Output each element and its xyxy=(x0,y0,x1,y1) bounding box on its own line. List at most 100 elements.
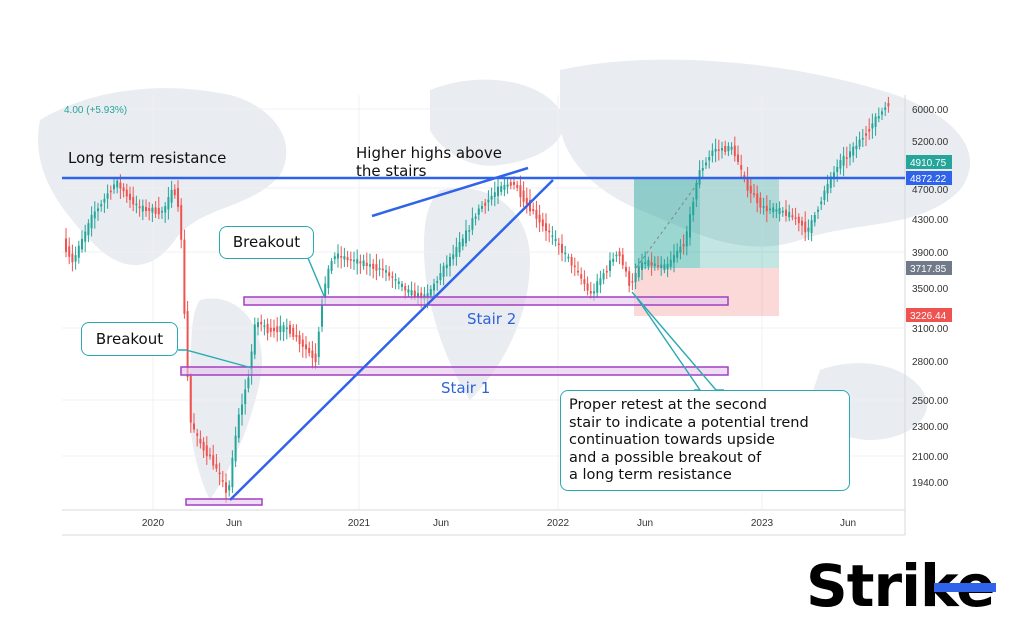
price-change-readout: 4.00 (+5.93%) xyxy=(64,105,128,116)
candle-body xyxy=(97,208,99,212)
candle-body xyxy=(538,214,541,223)
x-tick-label: 2023 xyxy=(751,518,774,529)
candle-body xyxy=(615,254,618,257)
candle-body xyxy=(676,250,679,258)
candle-body xyxy=(292,327,295,337)
candle-body xyxy=(733,145,736,157)
candle-body xyxy=(257,322,259,328)
candle-body xyxy=(548,230,551,233)
candle-body xyxy=(801,220,803,226)
world-map-background xyxy=(38,59,971,500)
higher-highs-line xyxy=(371,166,529,218)
candle-body xyxy=(503,184,506,190)
candle-body xyxy=(682,244,685,247)
base-zone xyxy=(185,498,263,506)
candle-body xyxy=(785,209,787,216)
candle-body xyxy=(365,262,368,266)
candle-body xyxy=(289,324,291,334)
candle-body xyxy=(593,291,595,294)
candle-body xyxy=(231,457,234,488)
candle-body xyxy=(596,281,599,293)
candle-body xyxy=(833,172,835,180)
candle-body xyxy=(577,270,579,273)
y-tick-label: 2100.00 xyxy=(912,452,949,463)
x-tick-label: 2022 xyxy=(547,518,570,529)
candle-body xyxy=(273,327,275,332)
candle-body xyxy=(823,190,826,201)
candle-body xyxy=(141,205,144,212)
candle-body xyxy=(164,206,167,213)
candle-body xyxy=(362,260,365,267)
candle-body xyxy=(455,247,458,257)
candle-body xyxy=(321,299,323,327)
candle-body xyxy=(740,165,743,170)
candle-body xyxy=(337,253,339,259)
candle-body xyxy=(599,278,602,286)
candle-body xyxy=(445,264,448,269)
candle-body xyxy=(791,215,794,218)
long-term-resistance-label: Long term resistance xyxy=(68,149,227,167)
candle-body xyxy=(301,339,304,347)
candle-body xyxy=(378,268,381,270)
retest-callout: Proper retest at the second stair to ind… xyxy=(560,390,850,491)
candle-body xyxy=(285,327,288,330)
price-tag-box xyxy=(906,261,952,275)
candle-body xyxy=(772,207,775,213)
candle-body xyxy=(525,197,528,205)
candle-body xyxy=(433,283,435,291)
candle-body xyxy=(324,283,327,299)
candle-body xyxy=(612,258,615,262)
y-tick-label: 3500.00 xyxy=(912,284,949,295)
candle-body xyxy=(410,290,413,296)
candle-body xyxy=(372,263,375,269)
candle-body xyxy=(442,265,445,277)
candle-body xyxy=(820,201,823,205)
candle-body xyxy=(858,139,861,147)
candle-body xyxy=(807,227,810,232)
candle-body xyxy=(93,211,96,219)
candle-body xyxy=(657,265,659,267)
candle-body xyxy=(874,116,877,127)
candle-body xyxy=(759,197,762,208)
candle-body xyxy=(260,321,263,325)
candle-body xyxy=(298,335,301,344)
candle-body xyxy=(439,273,442,281)
candle-body xyxy=(836,166,839,172)
candle-body xyxy=(471,218,474,230)
candle-body xyxy=(413,290,416,298)
trend-line xyxy=(229,179,554,501)
candle-body xyxy=(781,210,784,213)
candle-body xyxy=(845,157,848,159)
candle-body xyxy=(388,272,391,277)
candle-body xyxy=(340,256,343,258)
candle-body xyxy=(746,177,749,191)
candle-body xyxy=(71,253,74,263)
candle-body xyxy=(519,185,522,198)
candle-body xyxy=(417,293,419,297)
candle-body xyxy=(749,185,752,194)
y-tick-label: 3900.00 xyxy=(912,248,949,259)
candle-body xyxy=(375,264,378,271)
candle-body xyxy=(145,207,147,212)
candle-body xyxy=(84,231,87,242)
candle-body xyxy=(865,133,867,136)
y-tick-label: 1940.00 xyxy=(912,478,949,489)
candle-body xyxy=(570,257,573,266)
x-axis-labels: 2020 Jun 2021 Jun 2022 Jun 2023 Jun xyxy=(142,518,856,529)
candle-body xyxy=(481,205,483,209)
x-tick-label: Jun xyxy=(840,518,856,529)
y-tick-label: 4300.00 xyxy=(912,215,949,226)
candle-body xyxy=(468,230,471,232)
candle-body xyxy=(705,162,707,166)
price-tag-box xyxy=(906,155,952,169)
candle-body xyxy=(881,111,883,115)
candle-body xyxy=(826,183,829,194)
candle-body xyxy=(887,103,890,107)
candle-body xyxy=(391,276,394,278)
stair-2-label: Stair 2 xyxy=(467,310,517,328)
candle-body xyxy=(564,252,567,255)
candle-body xyxy=(225,482,227,493)
candle-body xyxy=(173,189,176,196)
candle-body xyxy=(500,186,503,193)
candle-body xyxy=(532,208,535,212)
